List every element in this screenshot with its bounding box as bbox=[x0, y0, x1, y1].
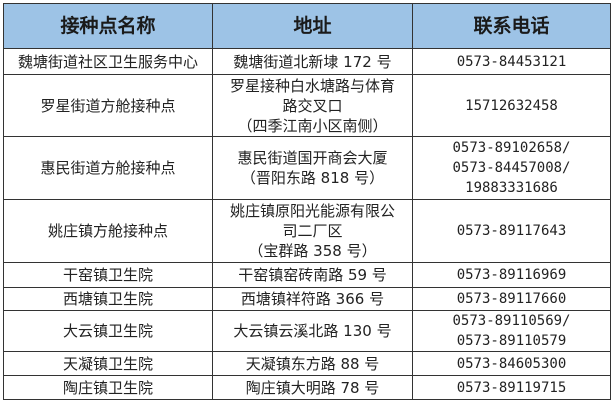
table-row: 天凝镇卫生院 天凝镇东方路 88 号 0573-84605300 bbox=[3, 351, 611, 376]
site-address: 姚庄镇原阳光能源有限公 司二厂区 （宝群路 358 号） bbox=[212, 199, 413, 263]
site-address-line: 路交叉口 bbox=[282, 96, 343, 115]
site-phone-line: 0573-89119715 bbox=[456, 379, 567, 396]
header-address: 地址 bbox=[212, 3, 413, 49]
table-row: 姚庄镇方舱接种点 姚庄镇原阳光能源有限公 司二厂区 （宝群路 358 号） 0573-8… bbox=[3, 199, 611, 263]
site-name: 罗星街道方舱接种点 bbox=[3, 74, 213, 137]
table-row: 大云镇卫生院 大云镇云溪北路 130 号 0573-89110569/0573-89… bbox=[3, 310, 611, 352]
site-phone-line: 0573-89110579 bbox=[456, 333, 567, 349]
site-phone: 0573-84605300 bbox=[412, 351, 611, 376]
site-address: 干窑镇窑砖南路 59 号 bbox=[212, 262, 413, 288]
header-name: 接种点名称 bbox=[3, 3, 213, 49]
site-phone: 0573-84453121 bbox=[412, 48, 611, 75]
site-phone-line: 19883331686 bbox=[465, 180, 558, 196]
site-phone-line: 0573-84457008/ bbox=[452, 160, 571, 176]
site-address: 惠民街道国开商会大厦 （晋阳东路 818 号） bbox=[212, 136, 413, 200]
table-row: 西塘镇卫生院 西塘镇祥符路 366 号 0573-89117660 bbox=[3, 287, 611, 311]
site-name: 魏塘街道社区卫生服务中心 bbox=[3, 48, 213, 75]
site-address-line: 惠民街道国开商会大厦 bbox=[237, 149, 388, 167]
site-address-line: 干窑镇窑砖南路 59 号 bbox=[238, 266, 387, 284]
site-name: 大云镇卫生院 bbox=[3, 310, 213, 352]
site-name: 惠民街道方舱接种点 bbox=[3, 136, 213, 200]
site-address-line: 大云镇云溪北路 130 号 bbox=[233, 322, 392, 340]
site-phone: 15712632458 bbox=[412, 74, 611, 137]
site-phone-line: 0573-89110569/ bbox=[452, 313, 571, 329]
site-phone-line: 0573-84605300 bbox=[456, 355, 567, 372]
site-phone-line: 0573-84453121 bbox=[456, 53, 567, 70]
site-address: 魏塘街道北新埭 172 号 bbox=[212, 48, 413, 75]
site-phone-line: 0573-89117643 bbox=[456, 223, 567, 239]
site-address-line: （四季江南小区南侧） bbox=[237, 116, 388, 135]
site-name: 西塘镇卫生院 bbox=[3, 287, 213, 311]
site-phone: 0573-89110569/0573-89110579 bbox=[412, 310, 611, 352]
vaccination-sites-table: 接种点名称 地址 联系电话 魏塘街道社区卫生服务中心 魏塘街道北新埭 172 号 0… bbox=[3, 3, 611, 400]
site-phone-line: 15712632458 bbox=[465, 97, 558, 114]
site-address: 罗星接种白水塘路与体育 路交叉口 （四季江南小区南侧） bbox=[212, 74, 413, 137]
site-address: 天凝镇东方路 88 号 bbox=[212, 351, 413, 376]
site-phone-line: 0573-89117660 bbox=[456, 291, 567, 307]
site-address: 西塘镇祥符路 366 号 bbox=[212, 287, 413, 311]
site-address-line: （宝群路 358 号） bbox=[248, 242, 377, 260]
site-name: 干窑镇卫生院 bbox=[3, 262, 213, 288]
site-address: 陶庄镇大明路 78 号 bbox=[212, 375, 413, 400]
site-phone: 0573-89117660 bbox=[412, 287, 611, 311]
table-row: 陶庄镇卫生院 陶庄镇大明路 78 号 0573-89119715 bbox=[3, 375, 611, 400]
site-address-line: 天凝镇东方路 88 号 bbox=[245, 354, 380, 373]
header-phone: 联系电话 bbox=[412, 3, 611, 49]
site-name: 陶庄镇卫生院 bbox=[3, 375, 213, 400]
site-address-line: 西塘镇祥符路 366 号 bbox=[240, 290, 385, 308]
site-phone: 0573-89117643 bbox=[412, 199, 611, 263]
table-row: 惠民街道方舱接种点 惠民街道国开商会大厦 （晋阳东路 818 号） 0573-8910… bbox=[3, 136, 611, 200]
site-phone: 0573-89102658/0573-84457008/19883331686 bbox=[412, 136, 611, 200]
site-address-line: （晋阳东路 818 号） bbox=[240, 169, 385, 187]
site-name: 天凝镇卫生院 bbox=[3, 351, 213, 376]
site-name: 姚庄镇方舱接种点 bbox=[3, 199, 213, 263]
site-address-line: 姚庄镇原阳光能源有限公 bbox=[229, 202, 395, 220]
header-row: 接种点名称 地址 联系电话 bbox=[3, 3, 611, 49]
table-row: 魏塘街道社区卫生服务中心 魏塘街道北新埭 172 号 0573-84453121 bbox=[3, 48, 611, 75]
site-phone: 0573-89116969 bbox=[412, 262, 611, 288]
site-phone-line: 0573-89102658/ bbox=[452, 140, 571, 156]
site-address: 大云镇云溪北路 130 号 bbox=[212, 310, 413, 352]
site-address-line: 司二厂区 bbox=[282, 222, 343, 240]
site-phone: 0573-89119715 bbox=[412, 375, 611, 400]
table-row: 罗星街道方舱接种点 罗星接种白水塘路与体育 路交叉口 （四季江南小区南侧） 157126… bbox=[3, 74, 611, 137]
site-address-line: 罗星接种白水塘路与体育 bbox=[229, 76, 395, 95]
site-address-line: 魏塘街道北新埭 172 号 bbox=[233, 52, 392, 71]
site-phone-line: 0573-89116969 bbox=[456, 267, 567, 283]
table-row: 干窑镇卫生院 干窑镇窑砖南路 59 号 0573-89116969 bbox=[3, 262, 611, 288]
site-address-line: 陶庄镇大明路 78 号 bbox=[245, 378, 380, 397]
